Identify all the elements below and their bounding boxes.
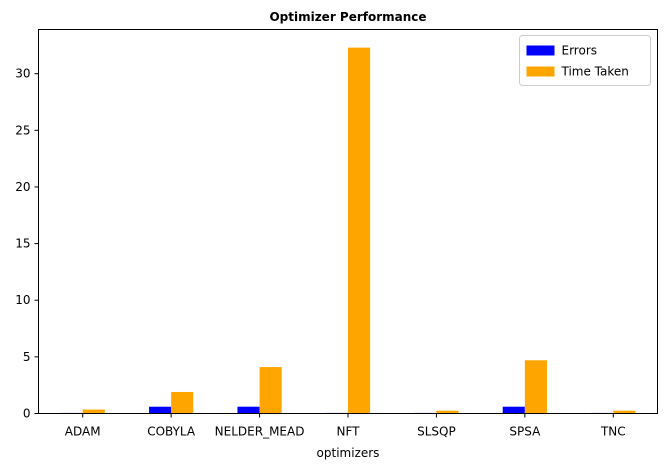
chart-title: Optimizer Performance [269, 10, 426, 24]
bar-time-taken-tnc [613, 410, 636, 414]
legend-swatch-errors [526, 45, 555, 56]
x-tick-label: COBYLA [147, 425, 196, 439]
legend-swatch-time-taken [526, 66, 555, 77]
bar-time-taken-adam [82, 409, 105, 414]
legend-label: Time Taken [561, 65, 629, 79]
x-tick-label: NELDER_MEAD [215, 425, 305, 439]
y-tick-label: 15 [15, 237, 30, 251]
bar-errors-cobyla [149, 406, 172, 414]
y-axis: 0 5 10 15 20 25 30 [15, 67, 39, 421]
x-axis-label: optimizers [317, 446, 380, 460]
x-tick-label: SLSQP [417, 425, 456, 439]
legend-label: Errors [562, 44, 598, 58]
y-tick-label: 25 [15, 123, 30, 137]
bar-time-taken-slsqp [436, 410, 459, 414]
bars-group [60, 47, 636, 414]
bar-errors-nelder-mead [237, 406, 260, 414]
x-axis: ADAM COBYLA NELDER_MEAD NFT SLSQP SPSA TNC [65, 413, 626, 439]
x-tick-label: NFT [337, 425, 361, 439]
bar-errors-spsa [502, 406, 525, 414]
x-tick-label: ADAM [65, 425, 101, 439]
y-tick-label: 0 [23, 407, 31, 421]
bar-time-taken-nft [348, 47, 371, 414]
bar-time-taken-cobyla [171, 391, 194, 414]
y-tick-label: 5 [23, 350, 31, 364]
y-tick-label: 30 [15, 67, 30, 81]
y-tick-label: 20 [15, 180, 30, 194]
legend: Errors Time Taken [519, 35, 651, 86]
y-tick-label: 10 [15, 293, 30, 307]
x-tick-label: SPSA [509, 425, 541, 439]
bar-time-taken-spsa [524, 360, 547, 414]
bar-time-taken-nelder-mead [259, 367, 282, 414]
x-tick-label: TNC [600, 425, 626, 439]
